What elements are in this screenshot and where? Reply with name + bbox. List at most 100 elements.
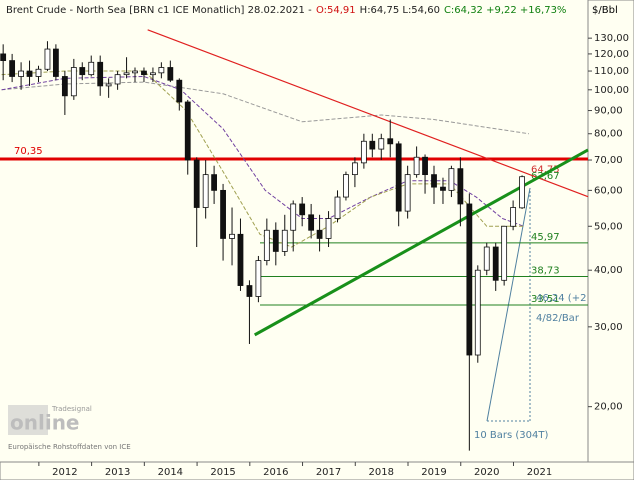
candle-body bbox=[510, 207, 517, 227]
title-part: Brent Crude - North Sea [BRN c1 ICE Mona… bbox=[6, 5, 312, 16]
candle-body bbox=[141, 70, 147, 76]
candle-body bbox=[501, 225, 508, 281]
candle-body bbox=[334, 196, 341, 219]
candle-body bbox=[114, 74, 121, 85]
candle-body bbox=[61, 76, 68, 97]
logo-box bbox=[8, 405, 48, 435]
y-axis-panel bbox=[587, 0, 634, 480]
title-part: O:54,91 bbox=[316, 5, 356, 16]
candle-body bbox=[272, 229, 279, 252]
candle-body bbox=[44, 48, 51, 70]
candle-body bbox=[369, 140, 376, 150]
candle-body bbox=[18, 70, 24, 77]
candle-body bbox=[176, 79, 183, 103]
y-tick-label: 100,00 bbox=[594, 85, 629, 96]
y-tick-label: 110,00 bbox=[594, 66, 629, 77]
candle-body bbox=[431, 174, 437, 188]
x-tick-label: 2014 bbox=[158, 467, 183, 478]
candle-body bbox=[325, 218, 332, 239]
candle-body bbox=[360, 140, 367, 164]
level-label: 70,35 bbox=[14, 146, 43, 157]
y-tick-label: 70,00 bbox=[594, 155, 623, 166]
level-label: 33,51 bbox=[531, 294, 560, 305]
candle-body bbox=[457, 168, 464, 205]
x-tick-label: 2013 bbox=[105, 467, 130, 478]
candle-body bbox=[440, 186, 446, 191]
candle-body bbox=[352, 162, 358, 176]
x-tick-label: 2020 bbox=[474, 467, 499, 478]
source: Europäische Rohstoffdaten von ICE bbox=[8, 443, 131, 451]
title-part: C:64,32 +9,22 +16,73% bbox=[444, 5, 567, 16]
level-label: 38,73 bbox=[531, 266, 560, 277]
candle-body bbox=[52, 48, 59, 77]
candle-body bbox=[202, 174, 209, 208]
logo: online bbox=[10, 411, 80, 435]
y-tick-label: 30,00 bbox=[594, 322, 623, 333]
candle-body bbox=[404, 174, 411, 212]
candle-body bbox=[422, 156, 428, 176]
y-tick-label: 80,00 bbox=[594, 129, 623, 140]
candle-body bbox=[97, 61, 104, 87]
level-label: 62,67 bbox=[531, 171, 560, 182]
candle-body bbox=[9, 60, 16, 77]
candle-body bbox=[150, 72, 156, 76]
candle-body bbox=[308, 214, 315, 231]
y-tick-label: 60,00 bbox=[594, 185, 623, 196]
moving-average bbox=[1, 75, 524, 227]
y-tick-label: 130,00 bbox=[594, 33, 629, 44]
measure-line bbox=[486, 187, 531, 422]
x-tick-label: 2015 bbox=[210, 467, 235, 478]
y-tick-label: 50,00 bbox=[594, 221, 623, 232]
candle-body bbox=[211, 174, 218, 191]
candle-body bbox=[343, 174, 349, 198]
note: 10 Bars (304T) bbox=[474, 430, 548, 441]
candle-body bbox=[220, 189, 226, 239]
candle-body bbox=[237, 233, 244, 286]
level-label: 64,75 bbox=[531, 164, 560, 175]
candle-body bbox=[229, 233, 235, 239]
y-tick-label: 40,00 bbox=[594, 265, 623, 276]
x-tick-label: 2021 bbox=[527, 467, 552, 478]
level-label: 45,97 bbox=[531, 232, 560, 243]
title-part: H:64,75 L:54,60 bbox=[360, 5, 440, 16]
candle-body bbox=[519, 176, 525, 209]
candle-body bbox=[0, 53, 7, 61]
candle-body bbox=[263, 229, 270, 261]
candle-body bbox=[158, 67, 165, 74]
candle-body bbox=[193, 159, 200, 208]
y-tick-label: 90,00 bbox=[594, 106, 623, 117]
candle-body bbox=[413, 156, 420, 176]
x-tick-label: 2012 bbox=[52, 467, 77, 478]
x-tick-label: 2016 bbox=[263, 467, 288, 478]
candle-body bbox=[35, 68, 42, 77]
candle-body bbox=[378, 138, 385, 150]
moving-average bbox=[1, 81, 530, 135]
candle-body bbox=[70, 67, 77, 97]
candle-body bbox=[290, 203, 297, 231]
x-tick-label: 2017 bbox=[316, 467, 341, 478]
candle-body bbox=[246, 285, 253, 297]
chart-title: Brent Crude - North Sea [BRN c1 ICE Mona… bbox=[6, 5, 566, 16]
candle-body bbox=[88, 61, 95, 76]
y-unit: $/Bbl bbox=[592, 5, 618, 16]
x-axis-panel bbox=[0, 461, 634, 480]
x-tick-label: 2019 bbox=[421, 467, 446, 478]
candle-body bbox=[281, 229, 288, 252]
trendline bbox=[147, 29, 589, 198]
candle-body bbox=[492, 246, 499, 281]
candle-body bbox=[387, 138, 394, 145]
candle-body bbox=[132, 70, 138, 74]
note: 4/82/Bar bbox=[536, 313, 580, 324]
candle-body bbox=[123, 72, 130, 76]
note: 46,24 (+2 bbox=[536, 293, 586, 304]
candle-body bbox=[79, 67, 86, 76]
candle-body bbox=[316, 229, 323, 239]
candle-body bbox=[483, 246, 490, 271]
candle-body bbox=[26, 70, 33, 77]
candle-body bbox=[466, 203, 473, 356]
logo-brand: Tradesignal bbox=[51, 405, 92, 413]
candle-body bbox=[474, 269, 481, 356]
candle-body bbox=[167, 67, 174, 81]
candle-body bbox=[184, 101, 191, 161]
